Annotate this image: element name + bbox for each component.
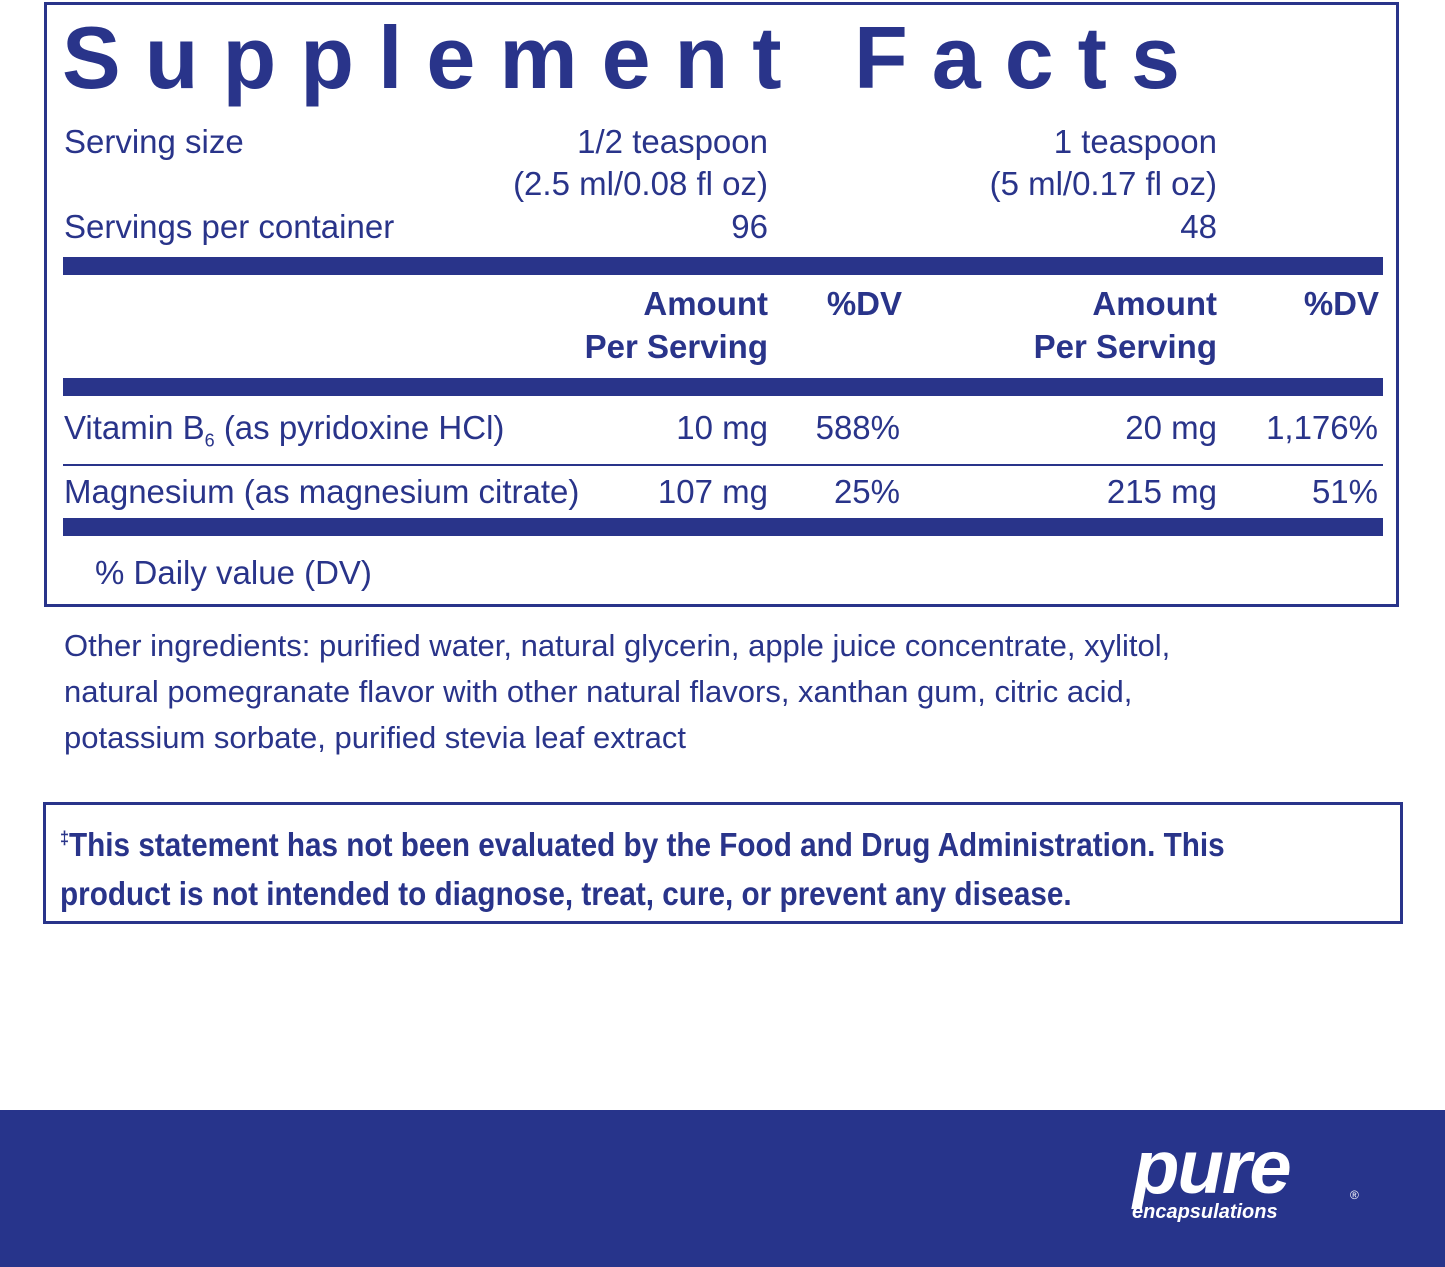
brand-sub: encapsulations — [1132, 1201, 1278, 1223]
daily-value: 25% — [833, 473, 900, 510]
row-name: Magnesium (as magnesium citrate) — [64, 473, 580, 510]
servings-value: 48 — [1180, 208, 1217, 245]
other-ingredients: potassium sorbate, purified stevia leaf … — [64, 720, 687, 755]
footer-band — [0, 1110, 1445, 1267]
divider-bar — [63, 378, 1383, 396]
servings-label: Servings per container — [64, 208, 395, 245]
row-divider — [63, 464, 1383, 466]
disclaimer-mark: ‡ — [60, 828, 70, 848]
row-name-text: Vitamin B — [64, 409, 205, 446]
serving-size: (2.5 ml/0.08 fl oz) — [513, 165, 768, 202]
facts-box — [44, 2, 1399, 607]
brand-name: pure — [1133, 1125, 1292, 1210]
amount: 20 mg — [1125, 409, 1217, 446]
column-header: Per Serving — [584, 328, 768, 365]
daily-value: 1,176% — [1266, 409, 1378, 446]
serving-size-label: Serving size — [64, 123, 244, 160]
other-ingredients: Other ingredients: purified water, natur… — [64, 628, 1171, 663]
amount: 215 mg — [1106, 473, 1217, 510]
disclaimer: ‡This statement has not been evaluated b… — [60, 814, 1225, 918]
daily-value: 51% — [1311, 473, 1378, 510]
column-header: %DV — [826, 285, 902, 322]
serving-size: 1/2 teaspoon — [577, 123, 768, 160]
disclaimer-box — [43, 802, 1403, 924]
brand-registered: ® — [1350, 1188, 1359, 1202]
column-header: Amount — [643, 285, 768, 322]
row-name: Vitamin B6 (as pyridoxine HCl) — [64, 408, 504, 461]
disclaimer-line: ‡This statement has not been evaluated b… — [60, 814, 1225, 869]
divider-bar — [63, 518, 1383, 536]
title: Supplement Facts — [62, 8, 1204, 107]
amount: 10 mg — [676, 409, 768, 446]
serving-size: (5 ml/0.17 fl oz) — [989, 165, 1217, 202]
other-ingredients: natural pomegranate flavor with other na… — [64, 674, 1133, 709]
amount: 107 mg — [657, 473, 768, 510]
disclaimer-text: This statement has not been evaluated by… — [69, 826, 1225, 863]
row-name-text: (as pyridoxine HCl) — [223, 409, 505, 446]
column-header: %DV — [1303, 285, 1379, 322]
serving-size: 1 teaspoon — [1053, 123, 1217, 160]
disclaimer-line: product is not intended to diagnose, tre… — [60, 875, 1072, 912]
column-header: Amount — [1092, 285, 1217, 322]
footnote: % Daily value (DV) — [95, 554, 372, 591]
row-name-subscript: 6 — [204, 430, 215, 451]
daily-value: 588% — [815, 409, 900, 446]
servings-value: 96 — [731, 208, 768, 245]
column-header: Per Serving — [1033, 328, 1217, 365]
divider-bar — [63, 257, 1383, 275]
